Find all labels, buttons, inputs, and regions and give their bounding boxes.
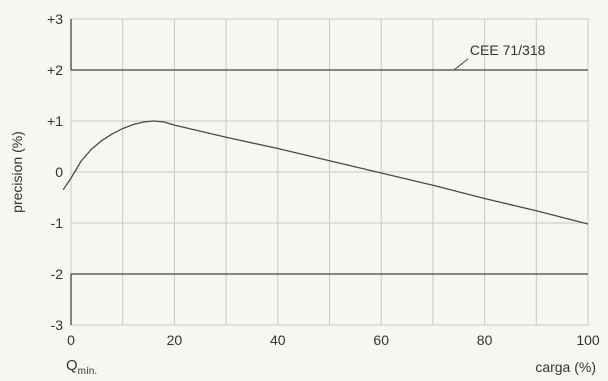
series: [62, 120, 589, 225]
x-tick-label: 0: [67, 332, 75, 348]
q-min-subscript: mín.: [78, 366, 97, 376]
annotation: CEE 71/318: [453, 42, 546, 71]
q-min-main: Q: [66, 357, 78, 374]
annotation-label: CEE 71/318: [470, 42, 546, 58]
y-tick-label: +3: [47, 11, 63, 27]
y-tick-label: -2: [51, 266, 64, 282]
y-tick-label: 0: [55, 164, 63, 180]
x-tick-label: 20: [167, 332, 183, 348]
annotation-leader: [453, 58, 469, 71]
y-tick-label: -1: [51, 215, 64, 231]
x-tick-label: 40: [270, 332, 286, 348]
y-axis-label: precision (%): [9, 131, 25, 213]
grid: [70, 18, 589, 326]
y-tick-label: +1: [47, 113, 63, 129]
series-line: [62, 120, 589, 225]
q-min-label: Qmín.: [66, 357, 97, 376]
tick-labels: 0 20 40 60 80 100 +3 +2 +1 0 -1 -2 -3: [47, 11, 600, 348]
x-axis-label: carga (%): [535, 359, 596, 375]
x-tick-label: 60: [373, 332, 389, 348]
x-tick-label: 100: [576, 332, 600, 348]
limit-lines: [70, 19, 588, 325]
y-tick-label: -3: [51, 317, 64, 333]
x-tick-label: 80: [477, 332, 493, 348]
y-tick-label: +2: [47, 62, 63, 78]
